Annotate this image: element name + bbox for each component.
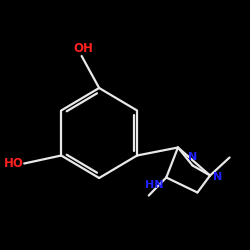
Text: N: N bbox=[188, 152, 197, 162]
Text: HO: HO bbox=[4, 157, 23, 170]
Text: N: N bbox=[213, 172, 222, 181]
Text: HN: HN bbox=[145, 180, 163, 190]
Text: OH: OH bbox=[74, 42, 94, 55]
